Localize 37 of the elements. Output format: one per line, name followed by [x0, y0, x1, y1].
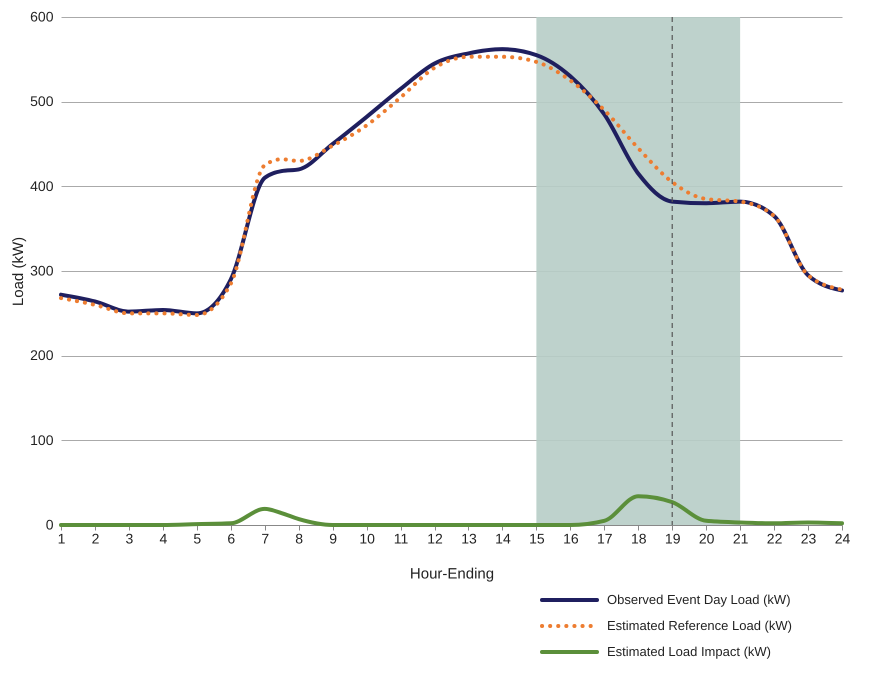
x-tick-label: 18	[630, 530, 647, 546]
x-tick-label: 1	[58, 530, 66, 546]
line-series	[59, 494, 844, 527]
y-tick-label: 600	[30, 8, 54, 24]
y-tick-label: 300	[30, 262, 54, 278]
x-tick-label: 11	[394, 530, 409, 546]
x-tick-label: 16	[563, 530, 579, 546]
legend-label: Estimated Load Impact (kW)	[607, 644, 771, 659]
x-tick-label: 6	[227, 530, 236, 546]
y-tick-label: 400	[30, 178, 54, 194]
x-tick-label: 2	[92, 530, 100, 546]
x-tick-label: 23	[800, 530, 817, 546]
x-tick-label: 7	[261, 530, 270, 546]
x-tick-label: 24	[834, 530, 850, 546]
y-axis-title: Load (kW)	[10, 236, 28, 306]
x-tick-label: 5	[193, 530, 202, 546]
y-tick-label: 0	[46, 516, 54, 532]
x-tick-label: 3	[126, 530, 134, 546]
x-axis-title: Hour-Ending	[410, 566, 494, 582]
y-tick-label: 100	[30, 432, 54, 448]
x-tick-label: 20	[698, 530, 715, 546]
x-tick-label: 4	[159, 530, 168, 546]
x-tick-label: 9	[329, 530, 338, 546]
x-tick-label: 21	[732, 530, 749, 546]
x-tick-label: 15	[529, 530, 545, 546]
legend-label: Observed Event Day Load (kW)	[607, 592, 791, 607]
y-tick-label: 200	[30, 347, 54, 364]
x-tick-label: 10	[359, 530, 376, 546]
x-tick-label: 12	[427, 530, 444, 546]
x-tick-label: 14	[495, 530, 511, 546]
x-tick-label: 22	[766, 530, 783, 546]
legend-label: Estimated Reference Load (kW)	[607, 618, 792, 633]
x-tick-label: 19	[664, 530, 681, 546]
x-tick-label: 17	[597, 530, 613, 546]
x-tick-label: 8	[295, 530, 304, 546]
y-tick-label: 500	[30, 93, 54, 110]
x-tick-label: 13	[461, 530, 477, 546]
